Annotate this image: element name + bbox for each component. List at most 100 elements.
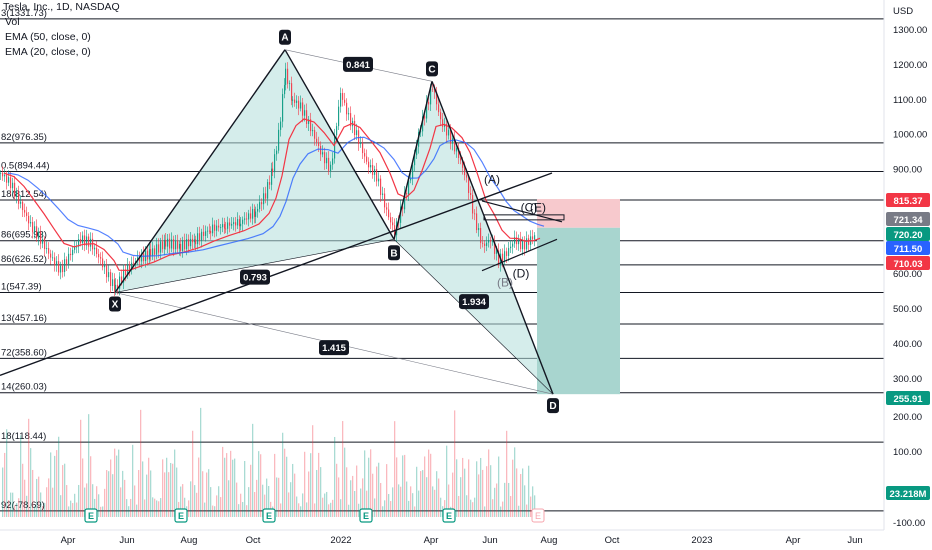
volume-bar — [388, 494, 390, 517]
volume-bar — [42, 506, 44, 517]
price-candle — [210, 230, 212, 234]
price-candle — [289, 83, 291, 85]
volume-bar — [382, 506, 384, 517]
volume-bar — [520, 474, 522, 517]
price-candle — [52, 257, 54, 259]
price-candle — [526, 238, 528, 250]
volume-bar — [386, 464, 388, 517]
price-candle — [74, 246, 76, 250]
price-candle — [36, 226, 38, 239]
price-candle — [216, 225, 218, 231]
price-candle — [308, 119, 310, 125]
price-candle — [40, 231, 42, 244]
volume-bar — [306, 502, 308, 517]
volume-bar — [66, 485, 68, 517]
price-candle — [54, 257, 56, 266]
legend-ema20[interactable]: EMA (20, close, 0) — [5, 46, 91, 58]
ema-20-line — [3, 118, 541, 271]
harmonic-leg — [393, 239, 554, 395]
price-tag-text: 710.03 — [893, 259, 922, 270]
volume-bar — [456, 459, 458, 517]
volume-bar — [38, 476, 40, 517]
price-axis-tick: 200.00 — [893, 412, 922, 423]
price-candle — [482, 242, 484, 244]
price-tag-text: 721.34 — [893, 215, 923, 226]
price-candle — [131, 262, 133, 270]
price-candle — [220, 227, 222, 229]
price-candle — [195, 239, 197, 245]
price-candle — [498, 250, 500, 266]
price-candle — [18, 191, 20, 204]
volume-bar — [526, 504, 528, 517]
price-tag-text: 255.91 — [893, 394, 923, 405]
time-axis-tick: Apr — [786, 535, 801, 546]
price-candle — [504, 251, 506, 262]
ratio-badge — [240, 269, 270, 285]
volume-bar — [220, 497, 222, 517]
volume-bar — [44, 502, 46, 517]
price-tag-text: 815.37 — [893, 196, 922, 207]
wave-label: (E) — [530, 200, 546, 214]
volume-bar — [182, 484, 184, 517]
price-candle — [248, 213, 250, 220]
volume-bar — [512, 459, 514, 517]
legend-symbol[interactable]: Tesla, Inc., 1D, NASDAQ — [3, 1, 120, 13]
price-candle — [436, 92, 438, 105]
price-candle — [278, 129, 280, 151]
price-candle — [8, 177, 10, 183]
price-candle — [364, 153, 366, 157]
price-candle — [158, 244, 160, 253]
price-candle — [374, 169, 376, 175]
volume-bar — [92, 484, 94, 517]
price-candle — [96, 247, 98, 255]
volume-bar — [154, 498, 156, 517]
legend-ema50[interactable]: EMA (50, close, 0) — [5, 31, 91, 43]
volume-bar — [246, 505, 248, 517]
harmonic-leg — [114, 49, 286, 293]
legend-vol[interactable]: Vol — [5, 16, 20, 28]
volume-bar — [8, 500, 10, 517]
price-candle — [282, 94, 284, 122]
volume-bar — [514, 447, 516, 517]
price-candle — [180, 243, 182, 251]
price-candle — [86, 236, 88, 246]
time-axis-tick: Aug — [181, 535, 198, 546]
price-tag-text: 23.218M — [890, 489, 927, 500]
volume-bar — [276, 477, 278, 517]
price-candle — [84, 235, 86, 246]
price-candle — [310, 119, 312, 132]
volume-bar — [362, 478, 364, 517]
price-candle — [456, 147, 458, 152]
price-candle — [292, 99, 294, 101]
price-candle — [291, 83, 293, 101]
price-candle — [14, 182, 16, 197]
volume-bar — [98, 494, 100, 517]
volume-bar — [206, 472, 208, 517]
volume-bar — [446, 445, 448, 517]
volume-bar — [394, 421, 396, 517]
price-candle — [430, 88, 432, 105]
pattern-point-a-label: A — [281, 33, 288, 44]
volume-bar — [422, 470, 424, 517]
price-candle — [318, 142, 320, 147]
volume-bar — [90, 456, 92, 517]
volume-bar — [290, 482, 292, 517]
price-candle — [66, 259, 68, 265]
price-candle — [386, 207, 388, 210]
volume-bar — [194, 485, 196, 517]
price-candle — [514, 237, 516, 244]
price-candle — [356, 130, 358, 136]
volume-bar — [410, 486, 412, 517]
price-candle — [476, 213, 478, 231]
price-candle — [302, 102, 304, 116]
price-candle — [486, 242, 488, 246]
price-candle — [6, 174, 8, 183]
volume-bar — [114, 448, 116, 517]
volume-bar — [380, 482, 382, 517]
volume-bar — [192, 430, 194, 517]
price-candle — [508, 248, 510, 256]
volume-bar — [256, 479, 258, 517]
price-candle — [440, 112, 442, 120]
